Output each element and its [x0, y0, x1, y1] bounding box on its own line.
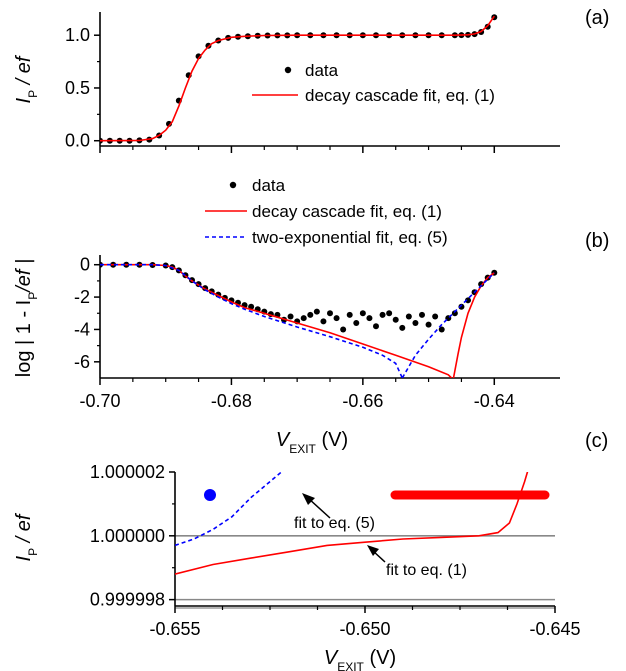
panel-label-c: (c): [585, 430, 608, 452]
annotation-fit5: fit to eq. (5): [294, 493, 375, 532]
y-tick-label: 0.0: [65, 131, 90, 151]
legend-a-data-marker: [284, 66, 292, 74]
legend-b-fit5-label: two-exponential fit, eq. (5): [252, 228, 448, 247]
x-tick-label: -0.645: [529, 619, 580, 639]
data-point: [438, 326, 445, 333]
y-title-b-main: log | 1 - I: [13, 300, 35, 377]
y-title-a-sub: P: [26, 90, 40, 98]
y-tick-label: 1.000002: [90, 462, 165, 482]
data-point: [484, 23, 491, 30]
y-title-b-tail: /ef |: [13, 259, 35, 294]
y-axis-title-a: IP / ef: [13, 54, 40, 103]
data-point: [386, 310, 393, 317]
series-line-1: [100, 263, 453, 378]
series-line-3: [100, 263, 404, 378]
legend-b-data-label: data: [252, 176, 286, 195]
series-line-0: [175, 472, 529, 575]
data-point: [327, 310, 333, 317]
y-tick-label: -2: [74, 287, 90, 307]
x-tick-label: -0.66: [342, 391, 383, 411]
legend-b-fit1-label: decay cascade fit, eq. (1): [252, 202, 442, 221]
panel-label-b: (b): [585, 230, 609, 252]
data-point: [333, 315, 340, 322]
data-point: [346, 311, 353, 318]
x-tick-label: -0.650: [339, 619, 390, 639]
y-tick-label: 0.999998: [90, 590, 165, 610]
y-title-a-main: I: [13, 97, 35, 103]
annotation-fit1: fit to eq. (1): [367, 545, 467, 579]
data-point: [405, 313, 412, 320]
y-title-a-tail: / ef: [13, 54, 35, 90]
plot-area: [175, 472, 529, 575]
panel-b-chart: 0 -2 -4 -6 -0.70 -0.68 -0.66 -0.64: [74, 255, 560, 411]
y-title-b-sub: P: [26, 292, 40, 300]
data-point: [166, 120, 172, 127]
x-tick-label: -0.655: [149, 619, 200, 639]
data-point: [419, 311, 425, 318]
annotation-fit1-label: fit to eq. (1): [386, 562, 467, 579]
legend-a-fit1-label: decay cascade fit, eq. (1): [305, 86, 495, 105]
data-point: [307, 311, 314, 318]
plot-area: [100, 14, 498, 144]
data-point: [392, 316, 399, 323]
series-line-1: [175, 472, 282, 547]
series-line-2: [452, 272, 495, 378]
data-point: [412, 319, 419, 326]
legend-b: data decay cascade fit, eq. (1) two-expo…: [205, 176, 448, 247]
svg-text:IP / ef: IP / ef: [13, 512, 40, 561]
y-title-c-sub: P: [26, 548, 40, 556]
data-point: [366, 315, 373, 322]
data-point: [425, 321, 432, 328]
data-point: [320, 318, 327, 325]
data-point: [300, 315, 307, 322]
data-point: [373, 323, 379, 330]
panel-c-blue-marker: [204, 489, 216, 501]
data-point: [465, 297, 471, 304]
data-point: [432, 313, 439, 320]
annotation-fit5-label: fit to eq. (5): [294, 515, 375, 532]
data-point: [458, 303, 465, 310]
x-tick-label: -0.70: [79, 391, 120, 411]
y-tick-label: -4: [74, 319, 90, 339]
plot-area: [100, 261, 498, 378]
legend-b-data-marker: [229, 181, 237, 189]
svg-text:IP / ef: IP / ef: [13, 54, 40, 103]
data-point: [340, 326, 347, 333]
y-title-c-main: I: [13, 555, 35, 561]
x-axis-title-c: VEXIT (V): [324, 647, 396, 671]
y-tick-label: 0: [80, 255, 90, 275]
x-tick-label: -0.68: [211, 391, 252, 411]
panel-c-chart: 0.999998 1.000000 1.000002 -0.655 -0.650 -0.6…: [90, 462, 581, 639]
data-point: [313, 308, 320, 315]
y-axis-title-b: log | 1 - IP/ef |: [13, 259, 40, 377]
panel-label-a: (a): [585, 7, 609, 29]
y-axis-title-c: IP / ef: [13, 512, 40, 561]
x-tick-label: -0.64: [474, 391, 515, 411]
y-tick-label: -6: [74, 352, 90, 372]
data-point: [359, 310, 366, 317]
data-point: [379, 311, 386, 318]
legend-a: data decay cascade fit, eq. (1): [252, 61, 495, 105]
data-point: [399, 324, 406, 331]
y-tick-label: 1.0: [65, 25, 90, 45]
series-line-4: [401, 272, 495, 378]
y-tick-label: 1.000000: [90, 526, 165, 546]
y-title-c-tail: / ef: [13, 512, 35, 548]
panel-a-chart: 0.0 0.5 1.0: [65, 12, 560, 153]
data-point: [353, 319, 360, 326]
x-axis-title-b: VEXIT (V): [276, 429, 348, 456]
svg-text:log | 1 - IP/ef |: log | 1 - IP/ef |: [13, 259, 40, 377]
series-line-1: [100, 15, 495, 142]
y-tick-label: 0.5: [65, 78, 90, 98]
legend-a-data-label: data: [305, 61, 339, 80]
data-point: [287, 313, 294, 320]
data-point: [478, 281, 485, 288]
data-point: [451, 310, 458, 317]
data-point: [195, 53, 202, 60]
